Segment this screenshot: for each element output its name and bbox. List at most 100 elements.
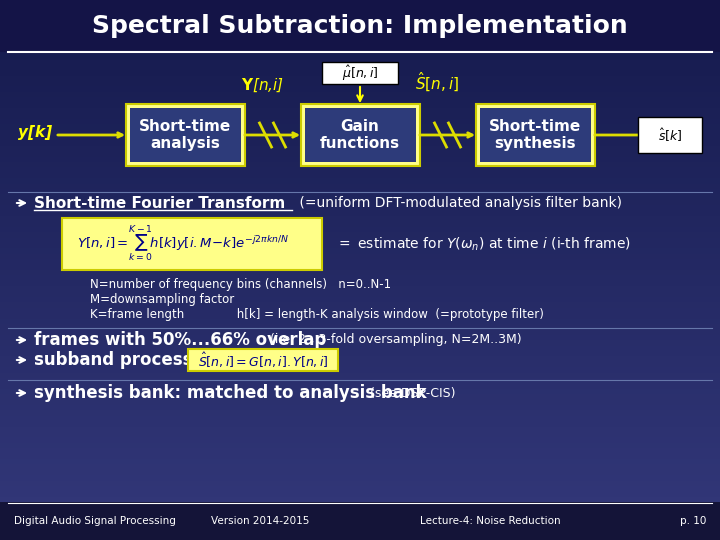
- Text: M=downsampling factor: M=downsampling factor: [90, 293, 234, 306]
- Bar: [0, 167, 720, 174]
- Bar: [0, 292, 720, 298]
- FancyBboxPatch shape: [62, 218, 322, 270]
- Bar: [0, 518, 720, 525]
- Bar: [0, 38, 720, 44]
- Bar: [0, 211, 720, 217]
- Bar: [0, 373, 720, 379]
- Bar: [0, 275, 720, 282]
- Bar: [0, 432, 720, 438]
- Bar: [0, 70, 720, 77]
- Bar: [0, 491, 720, 498]
- Bar: [0, 400, 720, 406]
- Text: (see DSP-CIS): (see DSP-CIS): [366, 387, 456, 400]
- FancyBboxPatch shape: [125, 104, 245, 166]
- Bar: [0, 324, 720, 330]
- Bar: [0, 475, 720, 482]
- Text: $Y[n,i]=\!\sum_{k=0}^{K-1}\!h[k]y[i.M\!-\!k]e^{-j2\pi kn/N}$: $Y[n,i]=\!\sum_{k=0}^{K-1}\!h[k]y[i.M\!-…: [77, 224, 289, 264]
- Bar: [0, 356, 720, 363]
- Bar: [0, 119, 720, 125]
- Bar: [0, 313, 720, 320]
- Bar: [0, 497, 720, 503]
- Bar: [0, 194, 720, 201]
- Bar: [0, 410, 720, 417]
- Text: $\hat{S}[n,i]$: $\hat{S}[n,i]$: [415, 71, 459, 94]
- FancyBboxPatch shape: [480, 108, 590, 162]
- Bar: [0, 173, 720, 179]
- Bar: [0, 270, 720, 276]
- Bar: [0, 502, 720, 540]
- Bar: [0, 459, 720, 465]
- Bar: [0, 76, 720, 82]
- Bar: [0, 178, 720, 185]
- Bar: [0, 151, 720, 158]
- Bar: [0, 254, 720, 260]
- Text: Short-time
analysis: Short-time analysis: [139, 119, 231, 151]
- Bar: [0, 454, 720, 460]
- Bar: [0, 437, 720, 444]
- FancyBboxPatch shape: [322, 62, 398, 84]
- Bar: [0, 524, 720, 530]
- Bar: [0, 81, 720, 87]
- Bar: [0, 0, 720, 52]
- Bar: [0, 232, 720, 239]
- FancyBboxPatch shape: [188, 349, 338, 371]
- Bar: [0, 243, 720, 249]
- Text: Lecture-4: Noise Reduction: Lecture-4: Noise Reduction: [420, 516, 560, 526]
- FancyBboxPatch shape: [300, 104, 420, 166]
- Bar: [0, 319, 720, 325]
- Bar: [0, 383, 720, 390]
- Bar: [0, 502, 720, 509]
- Bar: [0, 11, 720, 17]
- Bar: [0, 103, 720, 109]
- Text: y[k]: y[k]: [18, 125, 52, 140]
- Text: $\hat{s}[k]$: $\hat{s}[k]$: [658, 126, 683, 144]
- Bar: [0, 49, 720, 55]
- Bar: [0, 427, 720, 433]
- Bar: [0, 27, 720, 33]
- Text: (=uniform DFT-modulated analysis filter bank): (=uniform DFT-modulated analysis filter …: [295, 196, 622, 210]
- Bar: [0, 5, 720, 12]
- Bar: [0, 238, 720, 244]
- Text: K=frame length              h[k] = length-K analysis window  (=prototype filter): K=frame length h[k] = length-K analysis …: [90, 308, 544, 321]
- Text: p. 10: p. 10: [680, 516, 706, 526]
- Bar: [0, 286, 720, 293]
- Bar: [0, 97, 720, 104]
- Bar: [0, 405, 720, 411]
- Bar: [0, 124, 720, 131]
- Bar: [0, 108, 720, 114]
- Text: Short-time Fourier Transform: Short-time Fourier Transform: [34, 195, 285, 211]
- Bar: [0, 535, 720, 540]
- FancyBboxPatch shape: [130, 108, 240, 162]
- Bar: [0, 189, 720, 195]
- Bar: [0, 157, 720, 163]
- FancyBboxPatch shape: [638, 117, 702, 153]
- Bar: [0, 248, 720, 255]
- Bar: [0, 513, 720, 519]
- Text: $\hat{\mu}[n,i]$: $\hat{\mu}[n,i]$: [342, 64, 378, 83]
- Bar: [0, 340, 720, 347]
- Bar: [0, 394, 720, 401]
- Bar: [0, 140, 720, 147]
- Bar: [0, 308, 720, 314]
- Bar: [0, 378, 720, 384]
- Bar: [0, 486, 720, 492]
- Bar: [0, 16, 720, 23]
- Bar: [0, 205, 720, 212]
- Bar: [0, 92, 720, 98]
- Bar: [0, 481, 720, 487]
- Bar: [0, 421, 720, 428]
- Bar: [0, 54, 720, 60]
- Bar: [0, 32, 720, 39]
- Text: $\mathbf{Y}$[n,i]: $\mathbf{Y}$[n,i]: [241, 77, 284, 94]
- Bar: [0, 302, 720, 309]
- Bar: [0, 113, 720, 120]
- Text: $\hat{S}[n,i]=G[n,i].Y[n,i]$: $\hat{S}[n,i]=G[n,i].Y[n,i]$: [198, 350, 328, 369]
- Bar: [0, 389, 720, 395]
- Bar: [0, 329, 720, 336]
- Text: frames with 50%...66% overlap: frames with 50%...66% overlap: [34, 331, 326, 349]
- Text: $=$ estimate for $Y(\omega_n)$ at time $i$ (i-th frame): $=$ estimate for $Y(\omega_n)$ at time $…: [336, 235, 631, 253]
- Bar: [0, 216, 720, 222]
- Bar: [0, 470, 720, 476]
- Bar: [0, 221, 720, 228]
- Bar: [0, 200, 720, 206]
